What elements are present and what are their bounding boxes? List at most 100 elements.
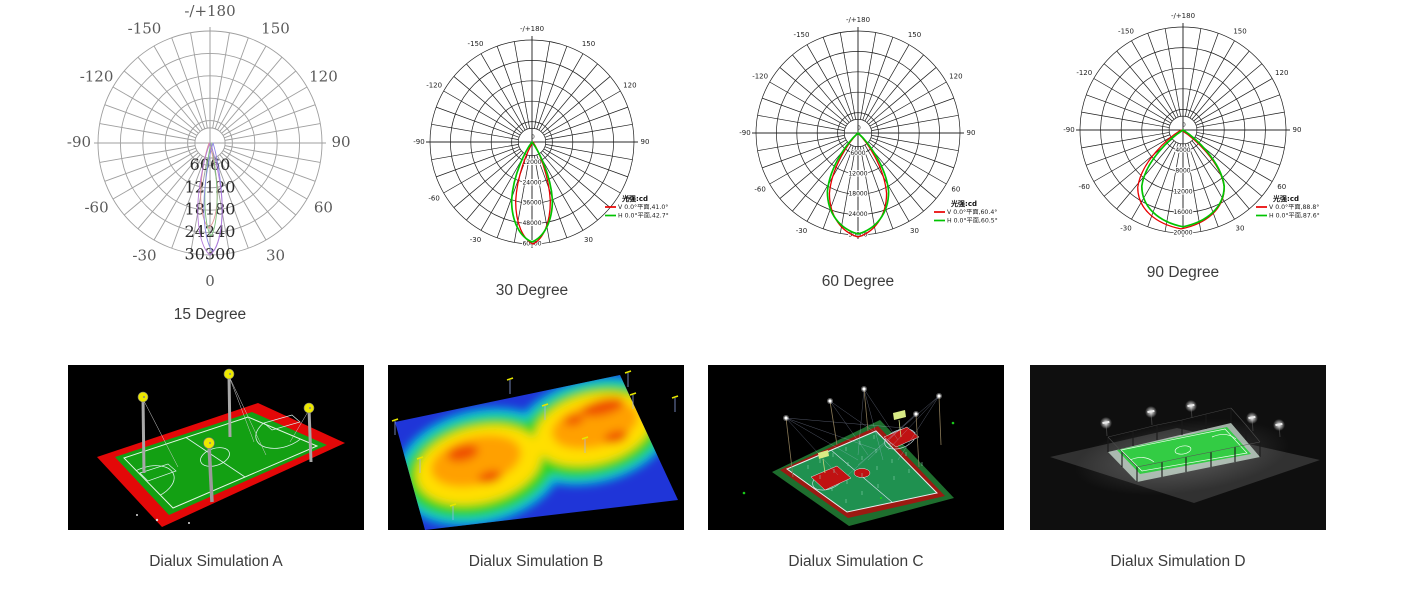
luminaire-heads [783,386,942,421]
simulation-caption-d: Dialux Simulation D [1110,553,1246,570]
polar-chart-15-degree: -/+180 -150 150 -120 120 -90 90 -60 60 -30 30 0 6060… [60,0,360,332]
svg-text:-30: -30 [796,227,807,235]
svg-text:光强:cd: 光强:cd [950,199,977,208]
svg-text:-/+180: -/+180 [846,16,870,24]
svg-text:12000: 12000 [522,159,541,166]
legend: 光强:cdV 0.0°平面,88.8°H 0.0°平面,87.6° [1256,194,1320,220]
svg-text:4000: 4000 [1175,147,1190,154]
svg-text:-60: -60 [84,199,108,217]
svg-text:18180: 18180 [185,200,236,219]
court-render [97,403,345,527]
svg-text:24000: 24000 [522,179,541,186]
svg-text:150: 150 [582,40,595,48]
svg-text:-120: -120 [80,68,114,86]
svg-text:60: 60 [951,186,960,194]
svg-text:-90: -90 [739,129,750,137]
legend: 光强:cdV 0.0°平面,60.4°H 0.0°平面,60.5° [934,199,998,225]
svg-text:6060: 6060 [190,155,231,174]
simulation-d-image [1030,365,1326,530]
polar-diagram-60: -/+180 -150 150 -120 120 -90 90 -60 60 -30 30 6000 1… [739,16,998,240]
aim-lines [142,375,310,468]
backboards [818,410,906,474]
svg-text:90: 90 [1293,126,1302,134]
svg-text:H 0.0°平面,60.5°: H 0.0°平面,60.5° [947,217,998,225]
fence [1107,407,1261,482]
polar-diagram-30: -/+180 -150 150 -120 120 -90 90 -60 60 -30 30 12000… [413,25,669,249]
svg-text:-30: -30 [1120,225,1131,233]
floodlights [137,368,315,449]
svg-text:6000: 6000 [850,150,865,157]
radial-tick-labels: 6060 12120 18180 24240 30300 [185,155,236,264]
svg-text:-30: -30 [470,236,481,244]
svg-text:120: 120 [1275,69,1288,77]
angle-labels: -/+180 -150 150 -120 120 -90 90 -60 60 -30 30 [739,16,975,235]
angle-labels: -/+180 -150 150 -120 120 -90 90 -60 60 -30 30 [413,25,649,244]
light-poles [785,388,942,478]
svg-text:0: 0 [1182,123,1186,129]
polar-grid [426,36,638,248]
chart-caption-15: 15 Degree [173,306,247,323]
svg-text:-60: -60 [428,195,439,203]
intensity-curves [826,132,890,238]
svg-text:12000: 12000 [1173,188,1192,195]
svg-text:30000: 30000 [848,232,867,239]
svg-text:H 0.0°平面,42.7°: H 0.0°平面,42.7° [618,212,669,220]
svg-text:-150: -150 [468,40,484,48]
polar-diagram-15: -/+180 -150 150 -120 120 -90 90 -60 60 -30 30 0 6060… [67,2,351,290]
intensity-curves [510,141,554,245]
legend: 光强:cdV 0.0°平面,41.0°H 0.0°平面,42.7° [605,194,669,220]
polar-chart-90-degree: -/+180 -150 150 -120 120 -90 90 -60 60 -30 30 4000 8… [1033,0,1333,332]
svg-text:-30: -30 [132,246,156,264]
svg-text:120: 120 [949,73,962,81]
svg-text:0: 0 [205,272,215,290]
svg-text:-90: -90 [413,138,424,146]
light-poles [141,374,313,503]
dialux-simulation-b: Dialux Simulation B [388,365,684,580]
light-rays [785,388,940,476]
illuminance-heatmap [395,375,678,530]
svg-text:-120: -120 [1076,69,1092,77]
chart-caption-30: 30 Degree [495,282,569,299]
light-poles [391,370,679,520]
svg-text:150: 150 [1233,27,1246,35]
svg-text:30: 30 [910,227,919,235]
svg-text:-120: -120 [752,73,768,81]
dialux-simulation-a: Dialux Simulation A [68,365,364,580]
svg-text:30: 30 [266,246,285,264]
flood-lights [1100,400,1285,438]
polar-grid [752,27,964,239]
svg-text:-150: -150 [794,31,810,39]
simulation-caption-a: Dialux Simulation A [149,553,283,570]
svg-text:-90: -90 [67,133,91,151]
svg-text:90: 90 [967,129,976,137]
radial-tick-labels: 4000 8000 12000 16000 20000 0 [1172,123,1193,238]
svg-text:-150: -150 [128,20,162,38]
svg-text:24240: 24240 [185,222,236,241]
polar-chart-30-degree: -/+180 -150 150 -120 120 -90 90 -60 60 -30 30 12000… [382,0,682,332]
svg-text:30300: 30300 [185,245,236,264]
svg-text:120: 120 [623,82,636,90]
svg-text:V 0.0°平面,41.0°: V 0.0°平面,41.0° [618,203,668,211]
svg-text:120: 120 [309,68,338,86]
svg-text:60: 60 [625,195,634,203]
svg-text:-60: -60 [1079,183,1090,191]
svg-text:30: 30 [584,236,593,244]
polar-chart-60-degree: -/+180 -150 150 -120 120 -90 90 -60 60 -30 30 6000 1… [708,0,1008,332]
svg-text:48000: 48000 [522,220,541,227]
svg-text:-150: -150 [1118,27,1134,35]
chart-caption-90: 90 Degree [1146,264,1220,281]
svg-text:光强:cd: 光强:cd [1272,194,1299,203]
svg-text:60: 60 [1277,183,1286,191]
svg-text:90: 90 [641,138,650,146]
svg-text:0: 0 [531,135,535,141]
svg-text:12000: 12000 [848,170,867,177]
ground-markers [136,514,190,524]
svg-text:8000: 8000 [1175,168,1190,175]
svg-text:-/+180: -/+180 [184,2,235,20]
svg-text:V 0.0°平面,88.8°: V 0.0°平面,88.8° [1269,203,1319,211]
svg-text:36000: 36000 [522,200,541,207]
svg-text:0: 0 [857,126,861,132]
simulation-caption-c: Dialux Simulation C [788,553,924,570]
court [1108,423,1260,482]
intensity-curves [197,142,223,256]
